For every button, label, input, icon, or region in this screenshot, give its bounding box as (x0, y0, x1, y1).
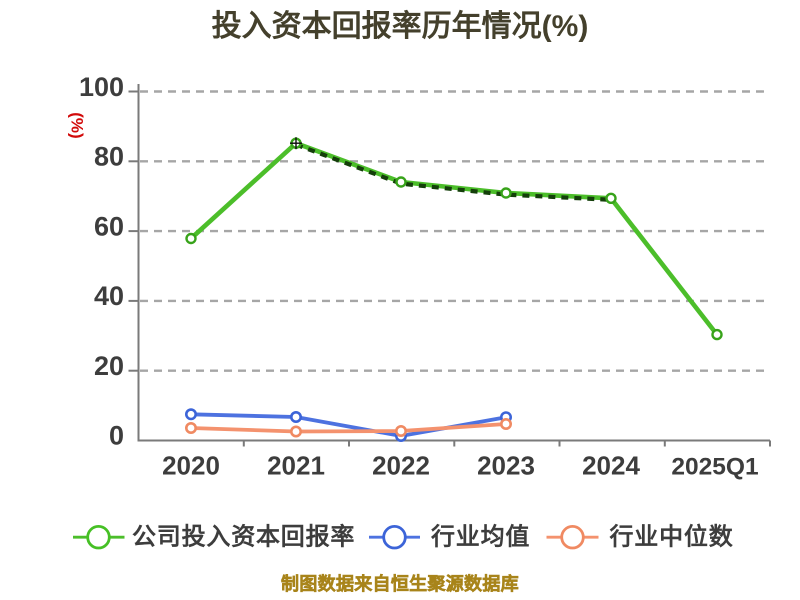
svg-text:行业中位数: 行业中位数 (609, 523, 734, 551)
svg-text:2023: 2023 (477, 451, 535, 481)
svg-text:公司投入资本回报率: 公司投入资本回报率 (132, 523, 355, 551)
svg-text:0: 0 (109, 421, 124, 451)
svg-text:2025Q1: 2025Q1 (671, 454, 758, 481)
svg-text:100: 100 (79, 72, 124, 102)
svg-text:2024: 2024 (582, 451, 640, 481)
svg-text:60: 60 (94, 211, 124, 241)
svg-text:(%): (%) (68, 112, 87, 138)
svg-text:40: 40 (94, 281, 124, 311)
svg-text:20: 20 (94, 351, 124, 381)
svg-text:2022: 2022 (372, 451, 430, 481)
svg-text:投入资本回报率历年情况(%): 投入资本回报率历年情况(%) (212, 10, 589, 43)
svg-text:制图数据来自恒生聚源数据库: 制图数据来自恒生聚源数据库 (281, 573, 519, 594)
svg-text:行业均值: 行业均值 (430, 523, 530, 551)
svg-text:2020: 2020 (162, 451, 220, 481)
svg-text:80: 80 (94, 142, 124, 172)
svg-text:2021: 2021 (267, 451, 325, 481)
